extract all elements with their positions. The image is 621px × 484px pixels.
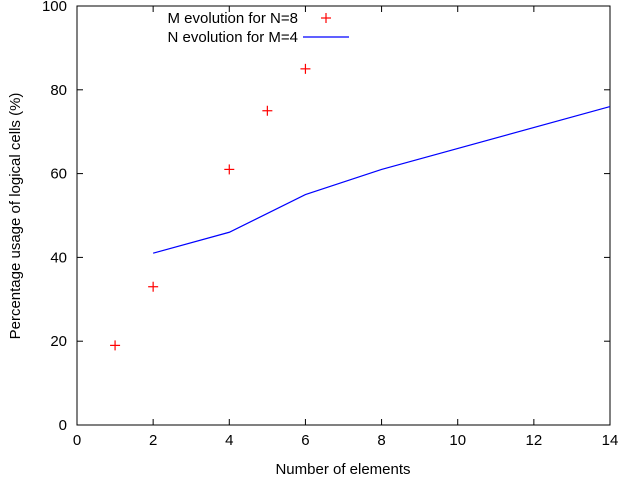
y-tick-label: 0 bbox=[59, 417, 67, 434]
plot-frame bbox=[76, 5, 611, 426]
legend-label: N evolution for M=4 bbox=[168, 29, 298, 46]
y-tick-label: 60 bbox=[50, 166, 67, 183]
y-tick-label: 40 bbox=[50, 249, 67, 266]
x-tick-label: 8 bbox=[377, 432, 385, 449]
axis-ticks bbox=[76, 5, 611, 426]
x-axis-title: Number of elements bbox=[275, 461, 410, 478]
data-point-marker bbox=[262, 105, 273, 116]
y-tick-label: 20 bbox=[50, 333, 67, 350]
data-point-marker bbox=[300, 63, 311, 74]
x-tick-label: 14 bbox=[602, 432, 619, 449]
series-line bbox=[152, 105, 611, 254]
x-tick-label: 6 bbox=[301, 432, 309, 449]
x-tick-label: 2 bbox=[149, 432, 157, 449]
data-point-marker bbox=[110, 340, 121, 351]
series-layer bbox=[110, 63, 611, 351]
legend: M evolution for N=8 N evolution for M=4 bbox=[168, 10, 349, 46]
data-point-marker bbox=[224, 164, 235, 175]
y-tick-label: 100 bbox=[42, 0, 67, 15]
y-axis-title: Percentage usage of logical cells (%) bbox=[7, 93, 24, 340]
x-tick-label: 0 bbox=[73, 432, 81, 449]
axis-tick-labels: 0 2 4 6 8 10 12 14 0 20 40 60 80 100 bbox=[42, 0, 618, 449]
data-point-marker bbox=[148, 281, 159, 292]
x-tick-label: 12 bbox=[526, 432, 543, 449]
legend-label: M evolution for N=8 bbox=[168, 10, 298, 27]
x-tick-label: 10 bbox=[449, 432, 466, 449]
x-tick-label: 4 bbox=[225, 432, 233, 449]
y-tick-label: 80 bbox=[50, 82, 67, 99]
